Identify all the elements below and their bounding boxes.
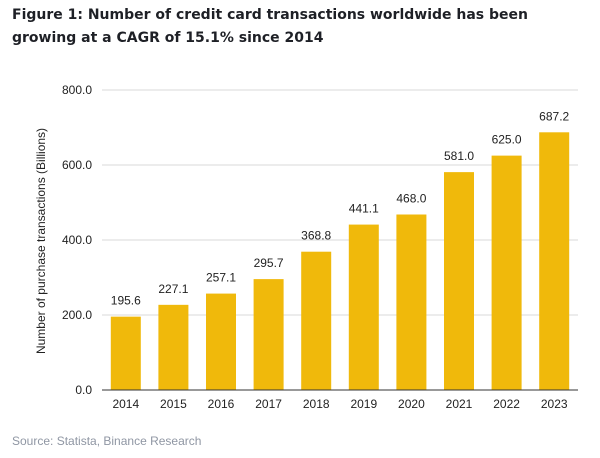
source-note: Source: Statista, Binance Research	[12, 434, 202, 448]
bar-2019	[348, 224, 379, 390]
bar-2021	[444, 172, 474, 390]
x-tick-label: 2023	[541, 397, 568, 411]
bar-2022	[491, 155, 522, 390]
data-label: 227.1	[158, 282, 188, 296]
x-tick-label: 2020	[398, 397, 425, 411]
data-label: 468.0	[396, 192, 426, 206]
y-tick-label: 800.0	[62, 83, 92, 97]
x-tick-label: 2015	[160, 397, 187, 411]
figure-title: Figure 1: Number of credit card transact…	[12, 7, 528, 46]
bar-2016	[206, 293, 236, 390]
x-tick-label: 2019	[350, 397, 377, 411]
y-tick-label: 600.0	[62, 158, 92, 172]
bars	[110, 132, 570, 391]
bar-2023	[539, 132, 570, 391]
x-tick-label: 2017	[255, 397, 282, 411]
x-tick-label: 2022	[493, 397, 520, 411]
x-axis-ticks: 2014 2015 2016 2017 2018 2019 2020 2021 2022 2023	[112, 397, 567, 411]
x-tick-label: 2021	[446, 397, 473, 411]
y-tick-label: 400.0	[62, 233, 92, 247]
data-label: 625.0	[492, 133, 522, 147]
y-axis-ticks: 0.0 200.0 400.0 600.0 800.0	[62, 83, 92, 397]
data-label: 368.8	[301, 229, 331, 243]
bar-2018	[301, 251, 332, 390]
y-tick-label: 0.0	[75, 383, 92, 397]
bar-2017	[253, 279, 284, 390]
x-tick-label: 2016	[208, 397, 235, 411]
data-label: 195.6	[111, 294, 141, 308]
data-label: 687.2	[539, 109, 569, 123]
bar-2015	[158, 304, 189, 390]
data-label: 257.1	[206, 271, 236, 285]
bar-2014	[110, 316, 141, 390]
data-label: 295.7	[254, 256, 284, 270]
y-tick-label: 200.0	[62, 308, 92, 322]
data-labels: 195.6 227.1 257.1 295.7 368.8 441.1 468.0 581.0…	[111, 109, 570, 307]
data-label: 441.1	[349, 202, 379, 216]
x-tick-label: 2014	[112, 397, 139, 411]
data-label: 581.0	[444, 149, 474, 163]
y-axis-label: Number of purchase transactions (Billion…	[34, 128, 48, 354]
bar-2020	[396, 214, 427, 390]
x-tick-label: 2018	[303, 397, 330, 411]
